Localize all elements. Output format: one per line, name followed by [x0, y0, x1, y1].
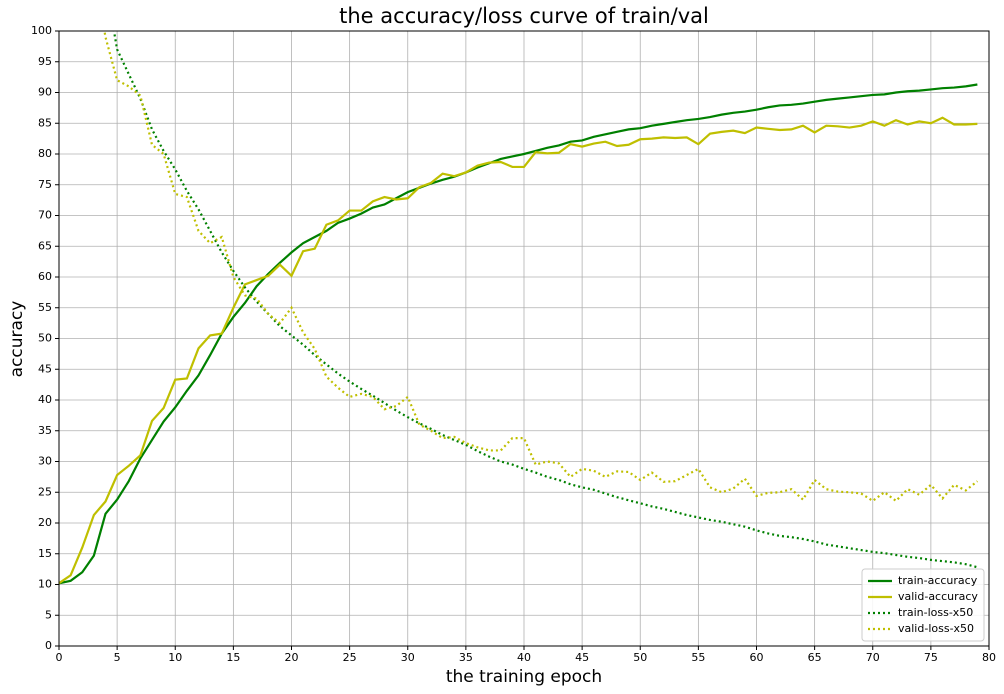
- legend-label: train-loss-x50: [898, 606, 973, 619]
- y-tick-label: 20: [38, 516, 52, 529]
- series-line: [59, 116, 978, 585]
- y-tick-label: 10: [38, 578, 52, 591]
- x-tick-label: 50: [633, 651, 647, 664]
- y-tick-label: 100: [31, 24, 52, 37]
- x-axis-label: the training epoch: [446, 667, 602, 687]
- y-tick-label: 90: [38, 86, 52, 99]
- chart-title: the accuracy/loss curve of train/val: [339, 4, 709, 28]
- y-tick-label: 30: [38, 455, 52, 468]
- legend-label: valid-loss-x50: [898, 622, 974, 635]
- x-tick-label: 20: [285, 651, 299, 664]
- legend-box: [861, 568, 985, 642]
- y-tick-label: 0: [45, 639, 52, 652]
- x-tick-label: 5: [114, 651, 121, 664]
- y-tick-label: 40: [38, 393, 52, 406]
- x-tick-label: 40: [517, 651, 531, 664]
- y-tick-label: 85: [38, 116, 52, 129]
- y-tick-label: 45: [38, 362, 52, 375]
- series-line: [112, 31, 978, 569]
- y-tick-label: 35: [38, 424, 52, 437]
- y-tick-label: 70: [38, 209, 52, 222]
- y-axis-label: accuracy: [7, 301, 27, 378]
- x-tick-label: 65: [808, 651, 822, 664]
- plot-lines: [59, 31, 979, 585]
- x-tick-label: 60: [750, 651, 764, 664]
- x-tick-label: 25: [343, 651, 357, 664]
- x-tick-label: 70: [866, 651, 880, 664]
- y-tick-label: 80: [38, 147, 52, 160]
- y-tick-label: 95: [38, 55, 52, 68]
- y-tick-label: 15: [38, 547, 52, 560]
- x-tick-label: 15: [226, 651, 240, 664]
- y-tick-label: 60: [38, 270, 52, 283]
- y-tick-label: 50: [38, 332, 52, 345]
- x-tick-label: 30: [401, 651, 415, 664]
- x-tick-label: 75: [924, 651, 938, 664]
- x-tick-label: 45: [575, 651, 589, 664]
- x-tick-label: 55: [691, 651, 705, 664]
- y-tick-label: 55: [38, 301, 52, 314]
- x-tick-label: 10: [168, 651, 182, 664]
- x-tick-label: 80: [982, 651, 996, 664]
- x-tick-label: 35: [459, 651, 473, 664]
- y-tick-label: 65: [38, 239, 52, 252]
- series-line: [103, 31, 979, 503]
- y-tick-label: 25: [38, 485, 52, 498]
- series-line: [59, 83, 978, 585]
- plot-frame: [58, 30, 990, 647]
- x-tick-label: 0: [56, 651, 63, 664]
- y-tick-label: 5: [45, 608, 52, 621]
- legend-label: train-accuracy: [898, 574, 978, 587]
- legend-label: valid-accuracy: [898, 590, 978, 603]
- y-tick-label: 75: [38, 178, 52, 191]
